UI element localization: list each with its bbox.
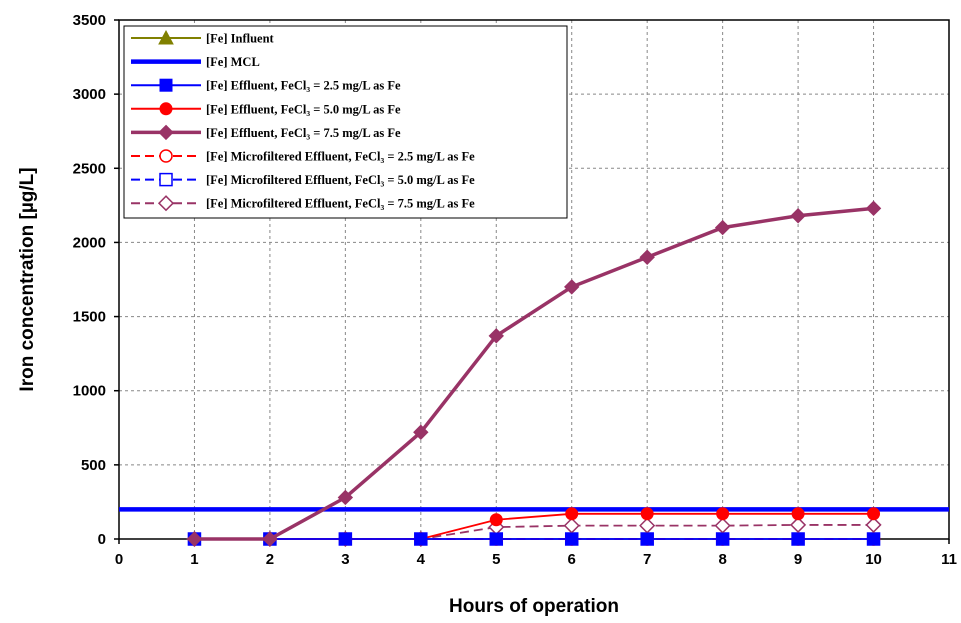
legend-item: [Fe] Effluent, FeCl₃ = 2.5 mg/L as Fe	[131, 78, 401, 93]
data-point	[186, 531, 203, 547]
data-point	[790, 208, 806, 224]
data-point	[414, 532, 428, 546]
data-point	[338, 532, 352, 546]
legend-item: [Fe] Microfiltered Effluent, FeCl₃ = 2.5…	[131, 149, 475, 164]
x-tick-label: 11	[941, 551, 957, 568]
series-4	[186, 200, 882, 547]
data-point	[716, 532, 730, 546]
data-point	[262, 531, 278, 547]
y-tick-label: 2500	[73, 160, 106, 177]
legend-swatch-marker	[159, 102, 173, 116]
data-point	[790, 516, 807, 533]
x-tick-label: 4	[417, 551, 426, 568]
series-2	[187, 532, 881, 546]
x-tick-label: 9	[794, 551, 802, 568]
y-tick-label: 0	[98, 531, 106, 548]
x-axis-title: Hours of operation	[449, 596, 619, 617]
data-point	[489, 532, 503, 546]
legend-label: [Fe] Microfiltered Effluent, FeCl₃ = 7.5…	[206, 197, 475, 211]
data-point	[640, 532, 654, 546]
x-axis-ticks: 0 1 2 3 4 5 6 7 8 9 10 11	[115, 539, 957, 568]
data-point	[791, 532, 805, 546]
data-point	[640, 507, 654, 521]
data-point	[714, 517, 731, 534]
x-tick-label: 1	[190, 551, 198, 568]
legend-swatch-marker	[158, 124, 174, 141]
y-axis-ticks: 0 500 1000 1500 2000 2500 3000 3500	[73, 12, 119, 548]
legend-box	[123, 25, 568, 219]
series-line	[194, 206, 874, 541]
x-tick-label: 6	[568, 551, 576, 568]
data-point	[489, 513, 503, 527]
y-tick-label: 500	[81, 457, 106, 474]
x-tick-label: 0	[115, 551, 123, 568]
x-tick-label: 3	[341, 551, 349, 568]
data-point	[867, 532, 881, 546]
data-point	[488, 328, 504, 344]
legend-swatch-marker	[159, 172, 173, 187]
legend-swatch-marker	[157, 195, 175, 212]
data-point	[716, 507, 730, 521]
x-tick-label: 5	[492, 551, 500, 568]
x-tick-label: 10	[865, 551, 882, 568]
legend-label: [Fe] Microfiltered Effluent, FeCl₃ = 2.5…	[206, 150, 475, 164]
series-layer	[119, 200, 949, 548]
data-point	[563, 517, 580, 534]
y-tick-label: 1000	[73, 383, 106, 400]
x-tick-label: 8	[718, 551, 726, 568]
legend-swatch-marker	[158, 29, 174, 45]
legend-label: [Fe] Microfiltered Effluent, FeCl₃ = 5.0…	[206, 173, 475, 187]
legend-label: [Fe] Effluent, FeCl₃ = 5.0 mg/L as Fe	[206, 102, 401, 116]
data-point	[564, 279, 580, 295]
data-point	[865, 516, 882, 533]
y-tick-label: 3000	[73, 86, 106, 103]
data-point	[639, 517, 656, 534]
legend-swatch-marker	[159, 78, 173, 92]
legend-item: [Fe] Effluent, FeCl₃ = 7.5 mg/L as Fe	[131, 124, 401, 141]
data-point	[337, 489, 354, 506]
data-point	[565, 507, 579, 521]
data-point	[865, 200, 882, 217]
legend-label: [Fe] MCL	[206, 55, 260, 69]
legend-item: [Fe] Effluent, FeCl₃ = 5.0 mg/L as Fe	[131, 102, 401, 116]
x-tick-label: 2	[266, 551, 274, 568]
series-line	[194, 524, 874, 540]
y-tick-label: 2000	[73, 234, 106, 251]
legend-item: [Fe] MCL	[131, 55, 260, 69]
legend-label: [Fe] Effluent, FeCl₃ = 2.5 mg/L as Fe	[206, 79, 401, 93]
legend-item: [Fe] Microfiltered Effluent, FeCl₃ = 7.5…	[131, 195, 475, 212]
legend-item: [Fe] Influent	[131, 29, 275, 46]
series-7	[186, 516, 882, 548]
x-tick-label: 7	[643, 551, 651, 568]
legend-swatch-marker	[159, 149, 173, 163]
data-point	[714, 219, 731, 236]
legend-label: [Fe] Effluent, FeCl₃ = 7.5 mg/L as Fe	[206, 126, 401, 140]
legend-label: [Fe] Influent	[206, 32, 275, 46]
data-point	[413, 424, 429, 440]
data-point	[867, 507, 881, 521]
y-tick-label: 3500	[73, 12, 106, 29]
legend-item: [Fe] Microfiltered Effluent, FeCl₃ = 5.0…	[131, 172, 475, 187]
data-point	[639, 249, 655, 265]
legend: [Fe] Influent [Fe] MCL [Fe] Effluent, FeCl…	[123, 25, 568, 219]
data-point	[565, 532, 579, 546]
y-tick-label: 1500	[73, 309, 106, 326]
y-axis-title: Iron concentration [µg/L]	[17, 167, 38, 391]
data-point	[791, 507, 805, 521]
